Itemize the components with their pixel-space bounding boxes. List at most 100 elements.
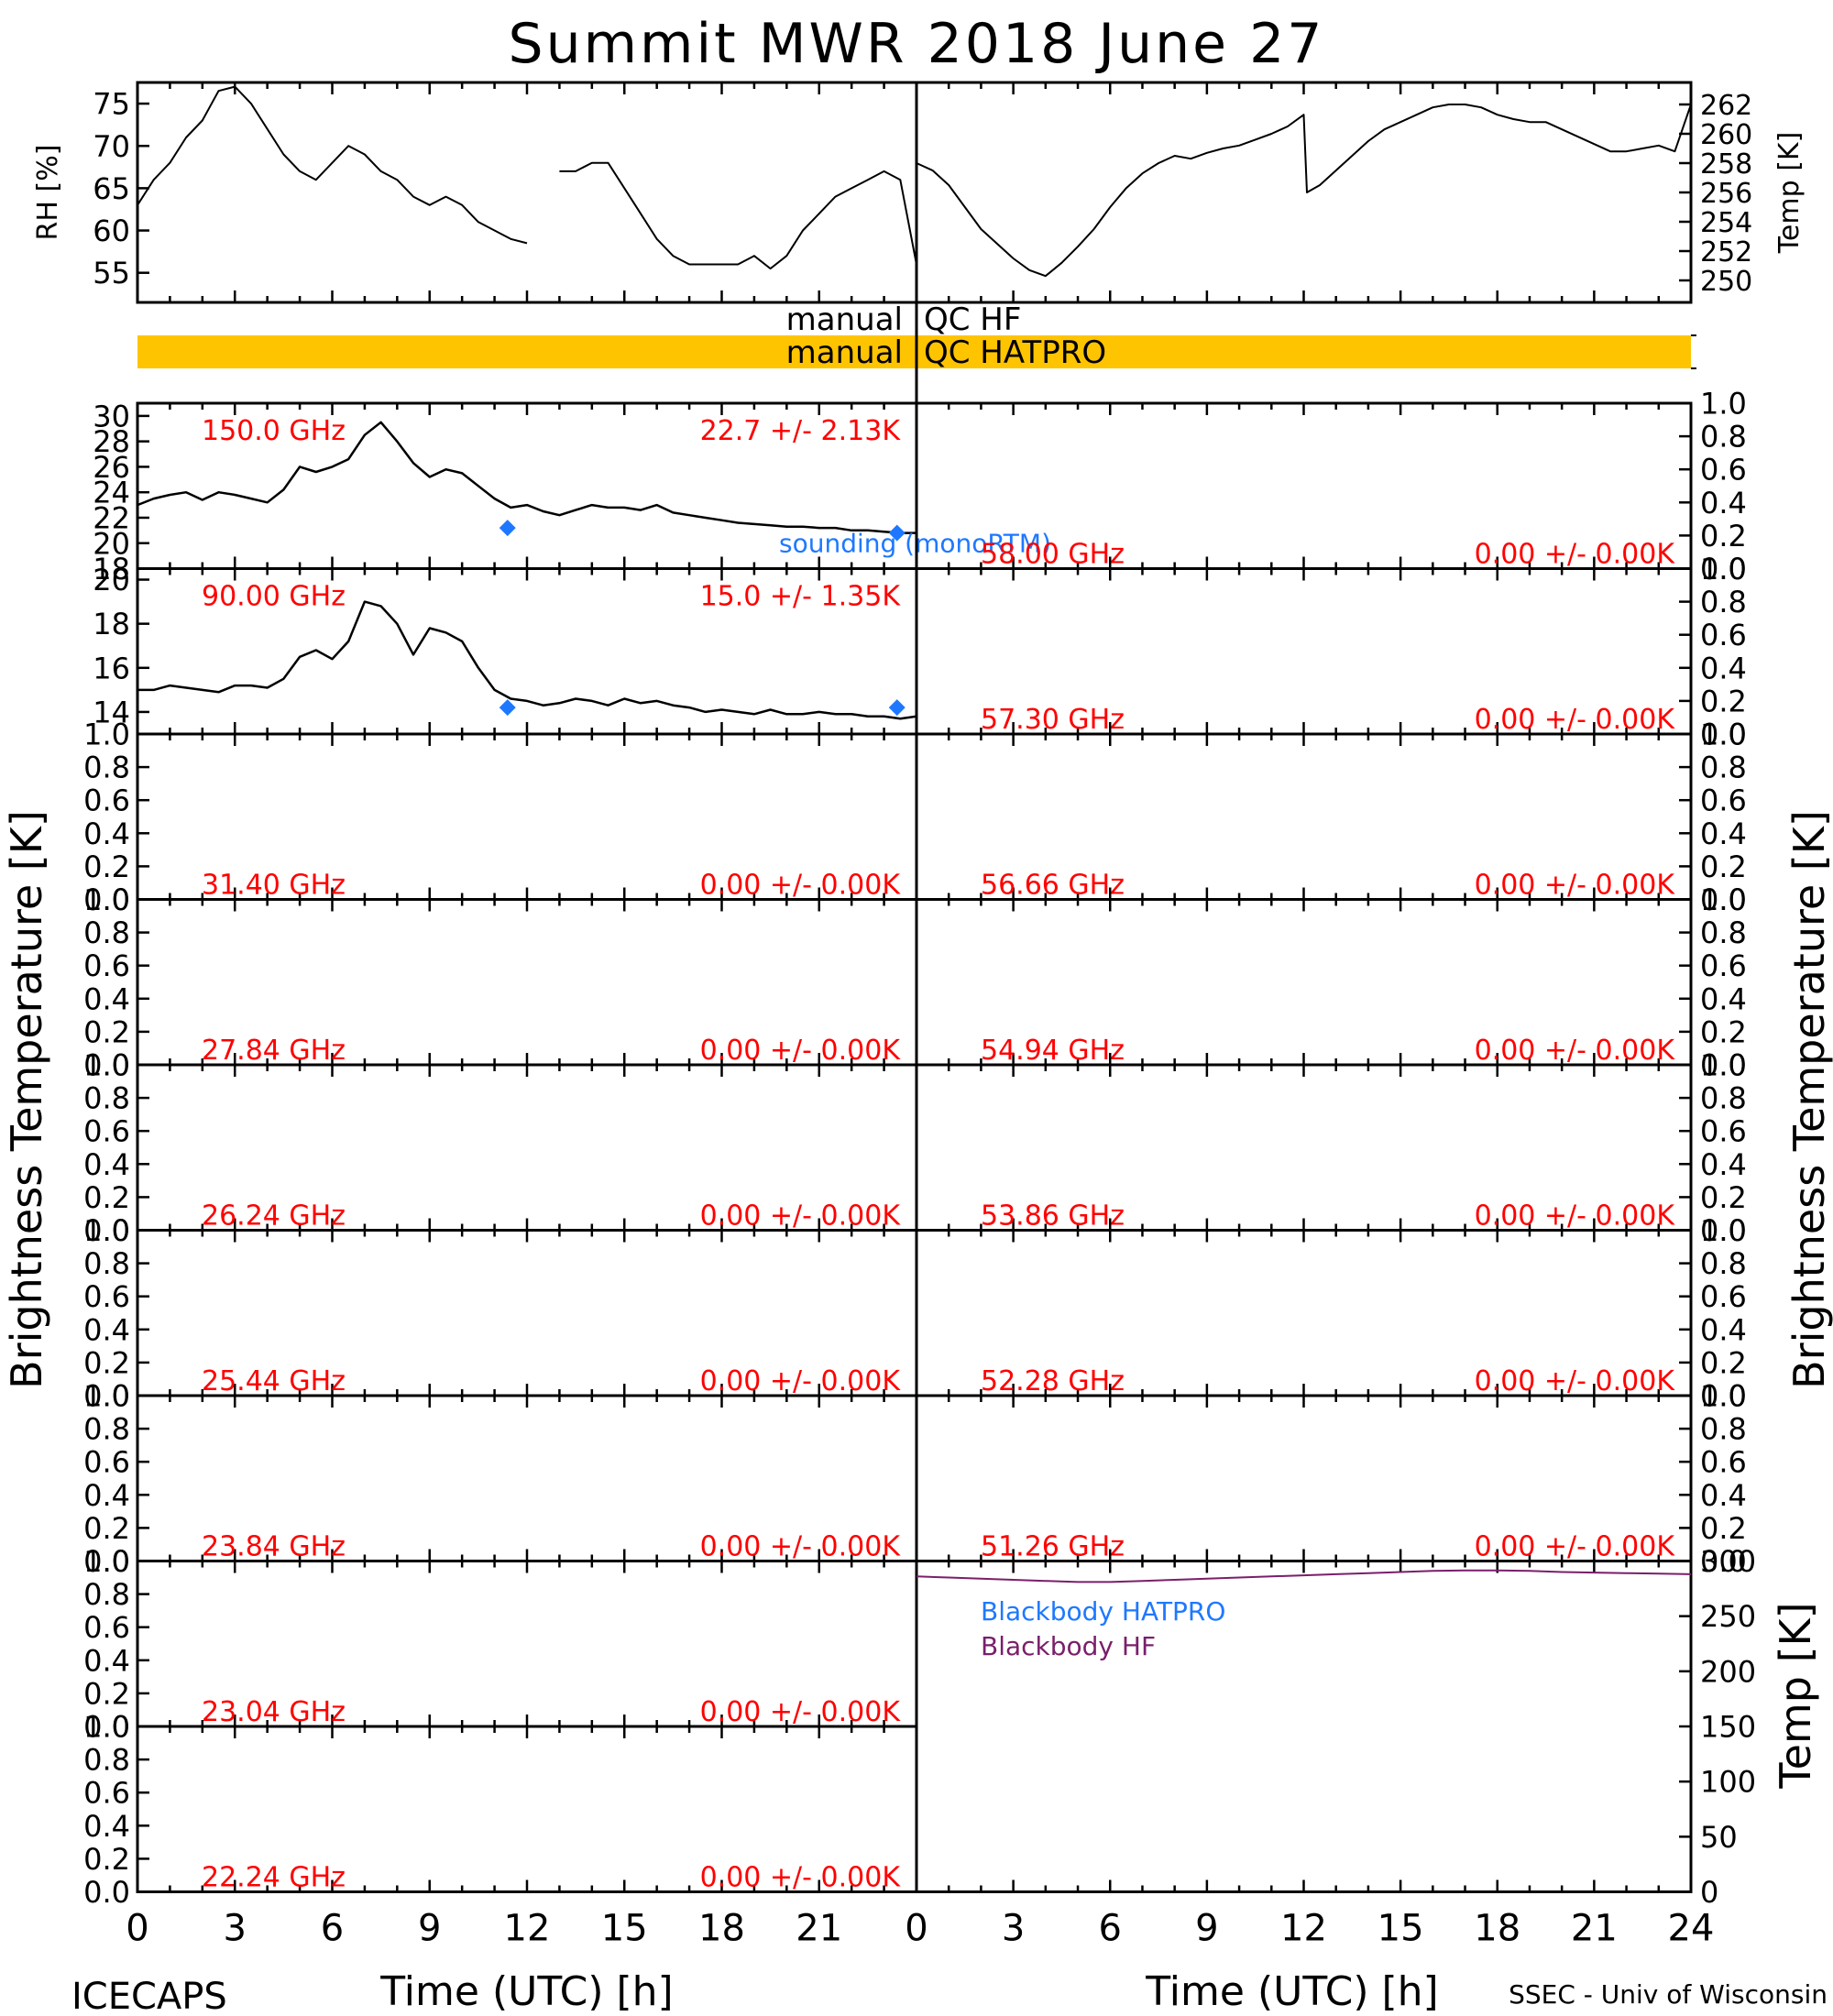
tb-31.40-x-ticks bbox=[136, 734, 918, 900]
x-tick-label: 0 bbox=[905, 1908, 927, 1950]
y-tick-label: 0.0 bbox=[83, 1544, 130, 1579]
sounding-marker bbox=[888, 699, 906, 717]
y-tick-label: 0.8 bbox=[83, 751, 130, 785]
y-tick-label: 0.0 bbox=[83, 1213, 130, 1248]
y-tick-label: 0.4 bbox=[83, 816, 130, 851]
y-tick-label: 70 bbox=[93, 129, 130, 164]
tb-57.30-stats-label: 0.00 +/- 0.00K bbox=[1475, 704, 1676, 736]
y-tick-label: 252 bbox=[1700, 236, 1752, 268]
blackbody-x-ticks bbox=[915, 1561, 1693, 1892]
x-tick-label: 3 bbox=[224, 1908, 247, 1950]
tb-56.66-channel-label: 56.66 GHz bbox=[981, 870, 1125, 902]
rh-panel-frame bbox=[136, 81, 918, 304]
y-tick-label: 0.2 bbox=[1700, 684, 1747, 718]
y-tick-label: 260 bbox=[1700, 119, 1752, 151]
tb-25.44-channel-label: 25.44 GHz bbox=[202, 1365, 346, 1397]
y-tick-label: 0.6 bbox=[1700, 453, 1747, 488]
y-tick-label: 50 bbox=[1700, 1820, 1738, 1855]
y-tick-label: 0.6 bbox=[83, 1610, 130, 1645]
temp-x-ticks bbox=[915, 82, 1693, 302]
x-tick-label: 21 bbox=[796, 1908, 842, 1950]
y-tick-label: 55 bbox=[93, 256, 130, 290]
tb-26.24-channel-label: 26.24 GHz bbox=[202, 1200, 346, 1233]
y-tick-label: 1.0 bbox=[1700, 552, 1747, 586]
tb-56.66-stats-label: 0.00 +/- 0.00K bbox=[1475, 870, 1676, 902]
y-tick-label: 0.8 bbox=[1700, 420, 1747, 455]
x-tick-label: 21 bbox=[1571, 1908, 1618, 1950]
y-tick-label: 150 bbox=[1700, 1710, 1756, 1745]
tb-90.00-series bbox=[137, 600, 917, 720]
y-tick-label: 1.0 bbox=[83, 1213, 130, 1248]
sounding-marker bbox=[499, 699, 516, 717]
tb-27.84-channel-label: 27.84 GHz bbox=[202, 1035, 346, 1067]
y-tick-label: 300 bbox=[1700, 1544, 1756, 1579]
y-tick-label: 0.6 bbox=[1700, 618, 1747, 652]
y-tick-label: 1.0 bbox=[83, 882, 130, 917]
chart-title: Summit MWR 2018 June 27 bbox=[509, 12, 1325, 76]
y-tick-label: 0.2 bbox=[83, 1842, 130, 1877]
y-tick-label: 16 bbox=[93, 651, 130, 685]
y-tick-label: 18 bbox=[93, 607, 130, 641]
tb-26.24-stats-label: 0.00 +/- 0.00K bbox=[700, 1200, 902, 1233]
y-tick-label: 0.4 bbox=[83, 1312, 130, 1347]
y-tick-label: 0.6 bbox=[83, 1445, 130, 1480]
y-tick-label: 0.2 bbox=[83, 1014, 130, 1049]
y-tick-label: 258 bbox=[1700, 148, 1752, 181]
y-tick-label: 14 bbox=[93, 695, 130, 729]
y-tick-label: 0.6 bbox=[1700, 783, 1747, 818]
y-tick-label: 0.8 bbox=[1700, 585, 1747, 619]
y-tick-label: 0.2 bbox=[83, 1511, 130, 1546]
tb-52.28-channel-label: 52.28 GHz bbox=[981, 1365, 1125, 1397]
y-tick-label: 1.0 bbox=[83, 718, 130, 752]
y-tick-label: 0.2 bbox=[83, 849, 130, 884]
qc-hatpro-bar bbox=[137, 335, 1691, 368]
y-tick-label: 0.8 bbox=[83, 1081, 130, 1116]
tb-27.84-stats-label: 0.00 +/- 0.00K bbox=[700, 1035, 902, 1067]
tb-57.30-channel-label: 57.30 GHz bbox=[981, 704, 1125, 736]
y-tick-label: 24 bbox=[93, 476, 130, 510]
x-tick-label: 15 bbox=[1377, 1908, 1424, 1950]
tb-25.44-stats-label: 0.00 +/- 0.00K bbox=[700, 1365, 902, 1397]
y-tick-label: 60 bbox=[93, 214, 130, 248]
tb-23.84-x-ticks bbox=[136, 1396, 918, 1561]
tb-51.26-channel-label: 51.26 GHz bbox=[981, 1531, 1125, 1563]
y-tick-label: 28 bbox=[93, 424, 130, 459]
y-tick-label: 200 bbox=[1700, 1654, 1756, 1689]
y-tick-label: 0.6 bbox=[83, 783, 130, 818]
y-tick-label: 0.4 bbox=[83, 1643, 130, 1678]
tb-23.04-stats-label: 0.00 +/- 0.00K bbox=[700, 1696, 902, 1728]
y-tick-label: 1.0 bbox=[83, 1544, 130, 1579]
tb-150.0-x-ticks bbox=[136, 403, 918, 569]
y-tick-label: 1.0 bbox=[83, 1710, 130, 1745]
y-tick-label: 0.2 bbox=[83, 1676, 130, 1711]
y-tick-label: 0.8 bbox=[83, 1246, 130, 1281]
tb-23.84-channel-label: 23.84 GHz bbox=[202, 1531, 346, 1563]
y-tick-label: 0.4 bbox=[1700, 816, 1747, 851]
y-tick-label: 0.6 bbox=[1700, 1445, 1747, 1480]
y-tick-label: 0.0 bbox=[83, 1710, 130, 1745]
x-tick-label: 12 bbox=[504, 1908, 551, 1950]
tb-58.00-stats-label: 0.00 +/- 0.00K bbox=[1475, 539, 1676, 571]
y-tick-label: 0.2 bbox=[1700, 519, 1747, 553]
y-tick-label: 0.4 bbox=[83, 1809, 130, 1844]
y-tick-label: 65 bbox=[93, 171, 130, 206]
y-tick-label: 0.0 bbox=[83, 1048, 130, 1083]
x-tick-label: 9 bbox=[1195, 1908, 1218, 1950]
tb-23.04-channel-label: 23.04 GHz bbox=[202, 1696, 346, 1728]
y-tick-label: 1.0 bbox=[1700, 1213, 1747, 1248]
y-tick-label: 0.0 bbox=[1700, 1379, 1747, 1414]
tb-150.0-series bbox=[137, 421, 916, 534]
y-tick-label: 0.0 bbox=[83, 1875, 130, 1910]
blackbody-ylabel: Temp [K] bbox=[1771, 1602, 1820, 1789]
y-tick-label: 0.0 bbox=[83, 1379, 130, 1414]
y-tick-label: 1.0 bbox=[1700, 718, 1747, 752]
y-tick-label: 0.6 bbox=[83, 948, 130, 983]
y-tick-label: 0.8 bbox=[1700, 751, 1747, 785]
x-axis-label-left: Time (UTC) [h] bbox=[379, 1968, 673, 2015]
y-tick-label: 0.6 bbox=[1700, 1114, 1747, 1149]
y-tick-label: 22 bbox=[93, 500, 130, 535]
tb-53.86-x-ticks bbox=[915, 1065, 1693, 1231]
y-tick-label: 26 bbox=[93, 450, 130, 485]
blackbody-legend-1: Blackbody HF bbox=[981, 1631, 1156, 1661]
tb-57.30-x-ticks bbox=[915, 568, 1693, 734]
